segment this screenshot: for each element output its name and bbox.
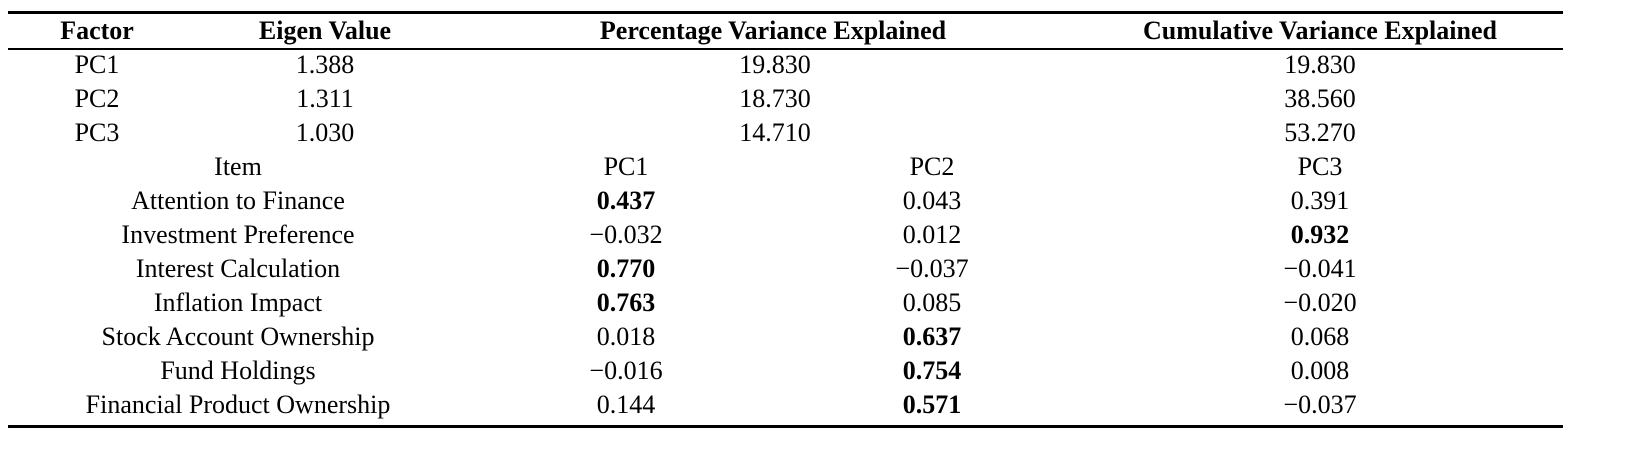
loading-row-5-pc2: 0.637	[902, 322, 962, 351]
loading-row-3-item: Interest Calculation	[135, 254, 341, 283]
loading-row-5-item: Stock Account Ownership	[101, 322, 375, 351]
table-bottom-rule	[8, 425, 1563, 428]
table-top-rule	[8, 11, 1563, 14]
loading-row-2-pc1: −0.032	[589, 220, 663, 249]
factor-row-1-name: PC1	[74, 50, 120, 79]
loading-row-1-pc1: 0.437	[596, 186, 656, 215]
loading-row-5-pc3: 0.068	[1290, 322, 1350, 351]
loading-row-5-pc1: 0.018	[596, 322, 656, 351]
factor-row-3-eigen: 1.030	[295, 118, 355, 147]
header-eigen-value: Eigen Value	[258, 16, 392, 45]
loading-row-4-pc1: 0.763	[596, 288, 656, 317]
header-cumulative-variance: Cumulative Variance Explained	[1143, 16, 1497, 45]
loadings-header-pc2: PC2	[909, 152, 955, 181]
loading-row-7-item: Financial Product Ownership	[85, 390, 391, 419]
loading-row-1-pc3: 0.391	[1290, 186, 1350, 215]
loadings-header-pc3: PC3	[1297, 152, 1343, 181]
loading-row-6-item: Fund Holdings	[160, 356, 316, 385]
loading-row-7-pc2: 0.571	[902, 390, 962, 419]
factor-row-2-pct: 18.730	[739, 84, 811, 113]
table-header-rule	[8, 48, 1563, 50]
loadings-header-pc1: PC1	[603, 152, 649, 181]
loading-row-6-pc1: −0.016	[589, 356, 663, 385]
loading-row-4-pc3: −0.020	[1283, 288, 1357, 317]
loading-row-1-item: Attention to Finance	[131, 186, 345, 215]
loading-row-2-item: Investment Preference	[121, 220, 355, 249]
loading-row-7-pc1: 0.144	[596, 390, 656, 419]
factor-row-2-cum: 38.560	[1284, 84, 1356, 113]
factor-row-3-name: PC3	[74, 118, 120, 147]
factor-row-1-eigen: 1.388	[295, 50, 355, 79]
factor-row-1-pct: 19.830	[739, 50, 811, 79]
factor-row-2-name: PC2	[74, 84, 120, 113]
loadings-header-item: Item	[214, 152, 262, 181]
loading-row-3-pc1: 0.770	[596, 254, 656, 283]
loading-row-4-pc2: 0.085	[902, 288, 962, 317]
header-percentage-variance: Percentage Variance Explained	[599, 16, 947, 45]
header-factor: Factor	[60, 16, 134, 45]
loading-row-1-pc2: 0.043	[902, 186, 962, 215]
factor-row-3-cum: 53.270	[1284, 118, 1356, 147]
loading-row-7-pc3: −0.037	[1283, 390, 1357, 419]
loading-row-6-pc3: 0.008	[1290, 356, 1350, 385]
loading-row-6-pc2: 0.754	[902, 356, 962, 385]
factor-row-1-cum: 19.830	[1284, 50, 1356, 79]
loading-row-4-item: Inflation Impact	[153, 288, 323, 317]
loading-row-2-pc3: 0.932	[1290, 220, 1350, 249]
loading-row-3-pc3: −0.041	[1283, 254, 1357, 283]
loading-row-3-pc2: −0.037	[895, 254, 969, 283]
factor-row-3-pct: 14.710	[739, 118, 811, 147]
loading-row-2-pc2: 0.012	[902, 220, 962, 249]
factor-row-2-eigen: 1.311	[296, 84, 354, 113]
